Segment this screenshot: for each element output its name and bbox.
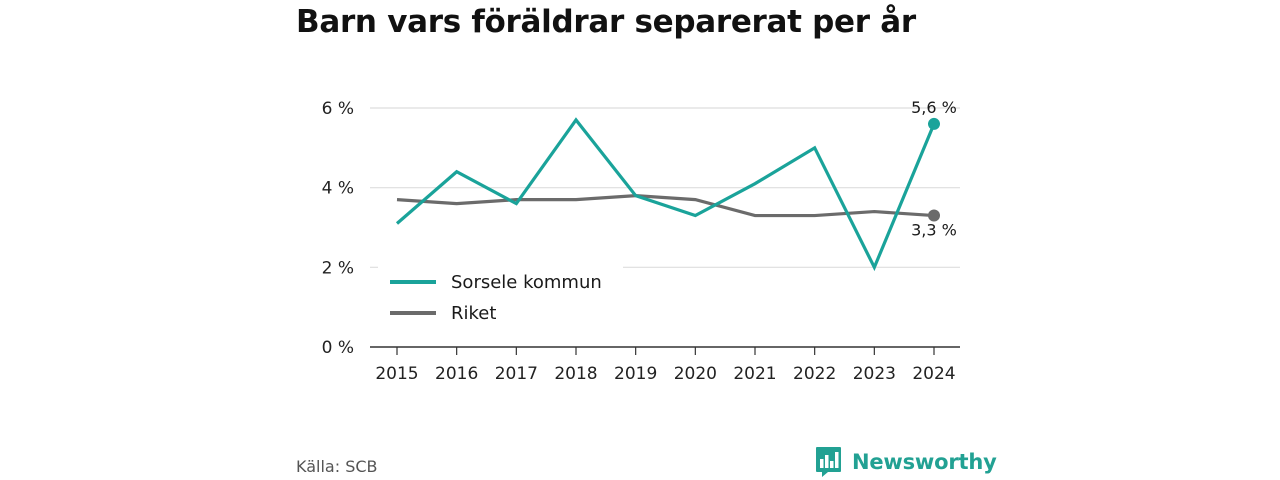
y-tick-label: 2 % [322,258,354,278]
x-tick-label: 2020 [674,364,717,384]
series-end-point [928,117,940,130]
y-tick-label: 6 % [322,99,354,119]
legend: Sorsele kommun Riket [378,266,623,334]
series-end-point [928,209,940,222]
y-tick-label: 4 % [322,179,354,199]
x-tick-label: 2018 [554,364,597,384]
end-labels: 5,6 % 3,3 % [911,98,957,240]
brand-name: Newsworthy [852,450,997,474]
end-value-label: 3,3 % [911,221,957,240]
x-tick-label: 2021 [733,364,776,384]
x-tick-label: 2024 [912,364,955,384]
series-lines [395,117,940,272]
chart-title: Barn vars föräldrar separerat per år [296,4,916,40]
series-line-sorsele-kommun [395,117,936,272]
x-tick-label: 2019 [614,364,657,384]
y-axis-ticks: 0 % 2 % 4 % 6 % [322,99,354,358]
brand-logo: Newsworthy [815,446,997,478]
line-chart: 0 % 2 % 4 % 6 % 2015 2016 2017 2018 2019 2020 202… [322,98,960,384]
legend-label: Sorsele kommun [451,272,602,293]
legend-background [378,266,623,334]
x-tick-label: 2015 [375,364,418,384]
y-tick-label: 0 % [322,338,354,358]
series-line-riket [396,194,935,218]
bar-chart-speech-bubble-icon [816,447,841,477]
legend-label: Riket [451,303,496,324]
x-tick-label: 2016 [435,364,478,384]
grid-lines [370,107,960,268]
x-tick-label: 2023 [853,364,896,384]
x-axis: 2015 2016 2017 2018 2019 2020 2021 2022 2023 2024 [370,346,960,384]
source-note: Källa: SCB [296,457,378,476]
x-tick-label: 2022 [793,364,836,384]
end-value-label: 5,6 % [911,98,957,117]
x-tick-label: 2017 [495,364,538,384]
